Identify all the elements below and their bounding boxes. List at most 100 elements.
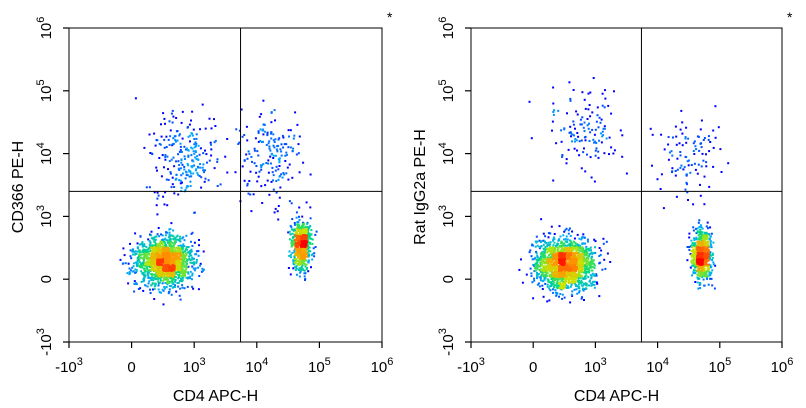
- event-dot: [703, 268, 706, 270]
- event-dot: [188, 170, 191, 173]
- event-dot: [132, 253, 134, 256]
- event-dot: [307, 253, 310, 256]
- event-dot: [297, 251, 300, 254]
- event-dot: [280, 154, 283, 157]
- event-dot: [588, 249, 591, 252]
- event-dot: [714, 264, 717, 267]
- event-dot: [170, 256, 173, 259]
- event-dot: [159, 279, 162, 282]
- event-dot: [183, 155, 186, 158]
- event-dot: [696, 241, 699, 244]
- event-dot: [536, 259, 539, 262]
- event-dot: [190, 240, 192, 243]
- event-dot: [293, 243, 296, 246]
- event-dot: [151, 253, 154, 255]
- event-dot: [216, 160, 219, 163]
- event-dot: [124, 262, 127, 265]
- event-dot: [552, 273, 555, 276]
- event-dot: [296, 247, 299, 250]
- event-dot: [567, 232, 570, 235]
- event-dot: [150, 152, 153, 155]
- event-dot: [546, 245, 549, 248]
- event-dot: [554, 244, 557, 247]
- event-dot: [567, 281, 570, 284]
- event-dot: [262, 133, 265, 136]
- event-dot: [147, 252, 150, 255]
- event-dot: [535, 241, 538, 244]
- event-dot: [185, 260, 188, 263]
- event-dot: [541, 288, 544, 290]
- event-dot: [688, 236, 691, 239]
- event-dot: [592, 138, 595, 141]
- event-dot: [299, 228, 302, 231]
- event-dot: [179, 145, 182, 148]
- event-dot: [543, 273, 546, 276]
- event-dot: [556, 272, 558, 275]
- event-dot: [672, 136, 674, 139]
- event-dot: [709, 251, 712, 254]
- event-dot: [590, 269, 593, 272]
- event-dot: [590, 266, 593, 269]
- event-dot: [544, 258, 547, 260]
- event-dot: [188, 252, 191, 255]
- event-dot: [162, 275, 165, 278]
- event-dot: [219, 183, 222, 186]
- event-dot: [154, 239, 157, 242]
- event-dot: [699, 128, 702, 131]
- event-dot: [710, 265, 713, 268]
- event-dot: [182, 272, 185, 275]
- event-dot: [563, 268, 566, 271]
- event-dot: [195, 133, 198, 136]
- event-dot: [185, 170, 187, 173]
- event-dot: [294, 266, 297, 269]
- event-dot: [292, 240, 295, 243]
- event-dot: [576, 132, 579, 134]
- event-dot: [140, 243, 142, 246]
- event-dot: [298, 253, 301, 256]
- event-dot: [574, 247, 577, 250]
- event-dot: [280, 143, 283, 146]
- event-dot: [177, 275, 180, 278]
- event-dot: [162, 247, 165, 250]
- event-dot: [144, 284, 147, 287]
- event-dot: [676, 157, 679, 160]
- event-dot: [675, 195, 678, 198]
- event-dot: [149, 269, 152, 272]
- event-dot: [705, 248, 708, 251]
- event-dot: [150, 237, 153, 240]
- event-dot: [550, 278, 553, 280]
- event-dot: [544, 260, 547, 263]
- event-dot: [294, 111, 297, 114]
- event-dot: [305, 255, 308, 258]
- event-dot: [592, 77, 595, 79]
- event-dot: [540, 260, 543, 262]
- event-dot: [692, 255, 695, 257]
- event-dot: [203, 180, 206, 183]
- event-dot: [570, 264, 573, 267]
- event-dot: [181, 257, 184, 260]
- event-dot: [570, 283, 573, 286]
- event-dot: [174, 262, 176, 264]
- event-dot: [584, 258, 587, 260]
- event-dot: [704, 262, 707, 265]
- event-dot: [544, 241, 547, 244]
- event-dot: [173, 192, 176, 195]
- event-dot: [169, 171, 172, 174]
- event-dot: [560, 241, 562, 244]
- event-dot: [707, 267, 709, 270]
- event-dot: [139, 264, 142, 267]
- event-dot: [270, 111, 273, 114]
- event-dot: [166, 274, 169, 277]
- event-dot: [686, 259, 689, 262]
- event-dot: [169, 250, 172, 253]
- event-dot: [553, 251, 555, 254]
- event-dot: [305, 201, 308, 204]
- event-dot: [188, 255, 191, 258]
- event-dot: [547, 232, 550, 235]
- event-dot: [155, 275, 158, 278]
- event-dot: [590, 176, 593, 179]
- event-dot: [245, 125, 248, 128]
- event-dot: [541, 251, 544, 253]
- event-dot: [313, 252, 316, 255]
- event-dot: [292, 137, 295, 140]
